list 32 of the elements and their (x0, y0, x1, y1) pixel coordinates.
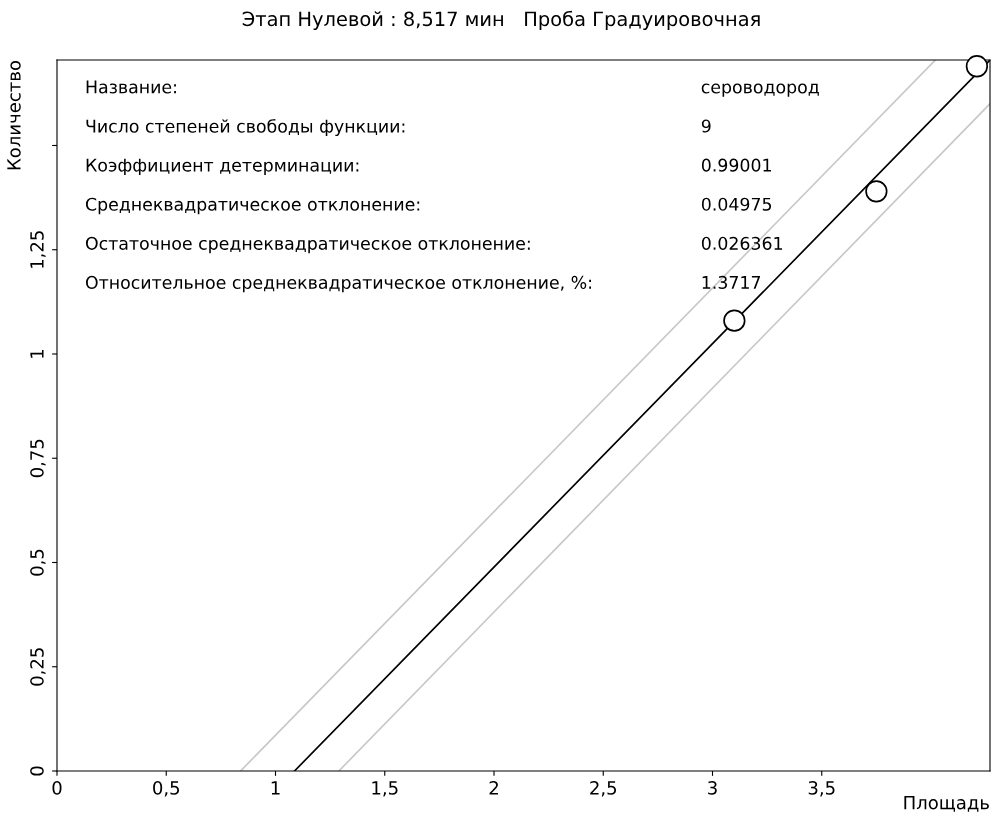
x-tick-label: 3,5 (808, 781, 835, 797)
annotation: 0.04975 (701, 197, 772, 211)
annotation: Среднеквадратическое отклонение: (85, 197, 420, 215)
point (965, 55, 989, 78)
annotation: 0.026361 (701, 236, 783, 250)
y-tick-label: 1 (30, 349, 44, 358)
x-axis-title: Площадь (904, 795, 989, 812)
x-tick-label: 0,5 (153, 781, 180, 797)
x-tick-label: 2 (489, 781, 498, 795)
x-tick-label: 3 (708, 781, 717, 795)
annotation: 9 (701, 119, 711, 133)
x-tick-label: 2,5 (590, 781, 617, 797)
annotation: Относительное среднеквадратическое отклонение, %: (85, 275, 591, 293)
chart-subtitle: Этап Нулевой : 8,517 мин Проба Градуировочная (242, 10, 760, 30)
x-tick-label: 1 (271, 781, 280, 795)
annotation: 0.99001 (701, 158, 771, 172)
annotation: 1.3717 (702, 275, 761, 289)
y-tick-label: 0,75 (30, 439, 46, 478)
point (865, 180, 888, 203)
y-tick-label: 0 (30, 766, 44, 776)
annotation: Остаточное среднеквадратическое отклонение: (85, 236, 530, 254)
annotation: Название: (86, 80, 176, 94)
x-tick-label: 1,5 (372, 781, 398, 797)
annotation: Число степеней свободы функции: (86, 119, 405, 137)
y-axis-title: Количество (7, 60, 21, 170)
y-tick-label: 0,5 (30, 549, 46, 576)
y-tick-label: 1,25 (30, 231, 46, 268)
x-tick-label: 0 (52, 781, 62, 795)
point (723, 309, 746, 332)
y-tick-label: 0,25 (30, 648, 46, 686)
annotation: Коэффициент детерминации: (86, 158, 359, 176)
annotation: сероводород (701, 83, 819, 97)
